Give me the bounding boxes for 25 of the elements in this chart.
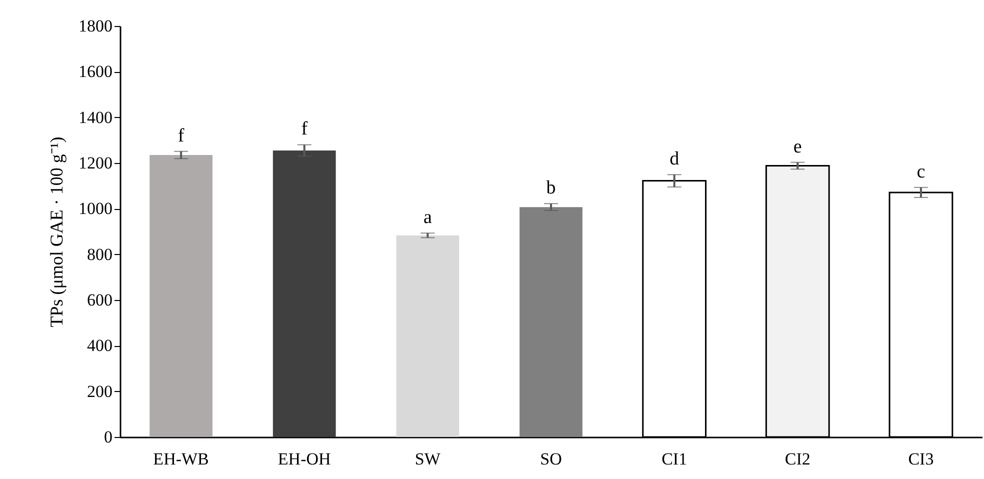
x-tick-label: CI3 — [908, 450, 934, 468]
x-tick-label: EH-WB — [153, 450, 209, 468]
annotation: f — [301, 118, 308, 140]
annotation: e — [793, 136, 802, 158]
y-tick-label: 1800 — [78, 16, 112, 36]
y-tick-label: 1200 — [78, 154, 112, 172]
annotation: b — [546, 178, 556, 199]
y-tick-label: 1400 — [78, 108, 112, 127]
annotation: d — [670, 148, 680, 170]
x-tick-label: CI2 — [784, 450, 810, 468]
annotation: f — [178, 125, 185, 146]
y-tick-label: 400 — [87, 336, 112, 356]
x-tick-label: CI1 — [662, 450, 688, 468]
annotation: c — [916, 161, 926, 182]
y-tick-label: 200 — [87, 382, 112, 401]
x-tick-label: EH-OH — [278, 450, 331, 468]
y-tick-label: 0 — [104, 428, 112, 446]
annotation: a — [423, 207, 432, 228]
y-tick-label: 1000 — [78, 199, 112, 218]
y-axis-title: TPs (μmol GAE · 100 g⁻¹) — [46, 136, 66, 328]
y-tick-label: 800 — [87, 244, 112, 264]
y-tick-label: 600 — [87, 290, 112, 310]
x-tick-label: SW — [414, 450, 442, 468]
y-tick-label: 1600 — [78, 62, 112, 82]
x-tick-label: SO — [540, 450, 562, 468]
